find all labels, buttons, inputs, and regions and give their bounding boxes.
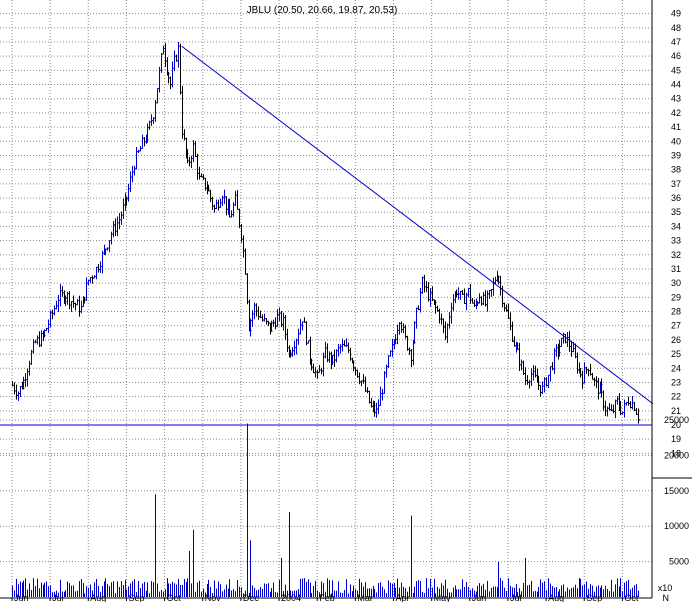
price-tick-label: 41 [671, 122, 681, 132]
price-tick-label: 19 [671, 434, 681, 444]
price-tick-label: 27 [671, 321, 681, 331]
price-tick-label: 30 [671, 278, 681, 288]
volume-tick-label: 10000 [664, 521, 689, 531]
price-tick-label: 45 [671, 65, 681, 75]
price-tick-label: 38 [671, 165, 681, 175]
price-tick-label: 35 [671, 207, 681, 217]
volume-tick-label: 25000 [664, 415, 689, 425]
price-tick-label: 32 [671, 250, 681, 260]
grid-lines [0, 0, 652, 598]
price-tick-label: 24 [671, 363, 681, 373]
price-tick-label: 39 [671, 150, 681, 160]
price-tick-label: 22 [671, 392, 681, 402]
price-tick-label: 42 [671, 108, 681, 118]
volume-tick-label: 15000 [664, 486, 689, 496]
month-tick-label: N [663, 593, 670, 602]
price-tick-label: 48 [671, 23, 681, 33]
price-tick-label: 37 [671, 179, 681, 189]
price-tick-label: 36 [671, 193, 681, 203]
price-tick-label: 29 [671, 292, 681, 302]
volume-unit-label: x10 [658, 583, 673, 593]
price-tick-label: 40 [671, 136, 681, 146]
price-tick-label: 23 [671, 377, 681, 387]
trend-lines [0, 45, 654, 426]
volume-tick-label: 5000 [669, 557, 689, 567]
price-tick-label: 21 [671, 406, 681, 416]
volume-bars [12, 423, 639, 597]
price-tick-label: 34 [671, 221, 681, 231]
resistance-trendline [181, 45, 654, 405]
price-tick-label: 18 [671, 448, 681, 458]
volume-tick-label: 20000 [664, 450, 689, 460]
chart-title: JBLU (20.50, 20.66, 19.87, 20.53) [247, 5, 398, 16]
price-tick-label: 20 [671, 420, 681, 430]
price-tick-label: 43 [671, 94, 681, 104]
price-tick-label: 49 [671, 9, 681, 19]
price-tick-label: 28 [671, 307, 681, 317]
price-tick-label: 44 [671, 80, 681, 90]
price-tick-label: 33 [671, 236, 681, 246]
price-tick-label: 25 [671, 349, 681, 359]
price-bars [12, 42, 641, 424]
price-tick-label: 31 [671, 264, 681, 274]
price-tick-label: 46 [671, 51, 681, 61]
price-tick-label: 47 [671, 37, 681, 47]
price-tick-label: 26 [671, 335, 681, 345]
